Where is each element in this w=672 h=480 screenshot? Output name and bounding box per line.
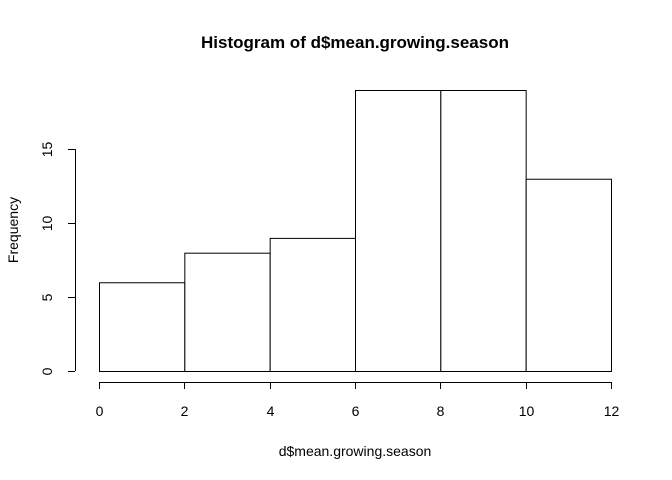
y-tick-label: 15: [39, 142, 55, 158]
histogram-bar-8-10: [440, 90, 527, 372]
x-axis: 0 2 4 6 8 10 12: [96, 382, 620, 419]
histogram-bar-10-12: [525, 178, 613, 372]
chart-title: Histogram of d$mean.growing.season: [201, 33, 509, 52]
y-axis: 0 5 10 15: [39, 142, 76, 375]
y-tick-label: 5: [39, 293, 55, 301]
x-tick-label: 8: [437, 403, 445, 419]
x-tick-label: 4: [267, 403, 275, 419]
y-tick-label: 10: [39, 216, 55, 232]
histogram-bar-2-4: [184, 252, 271, 372]
bars-group: [99, 90, 613, 372]
x-tick-label: 12: [604, 403, 620, 419]
histogram-bar-0-2: [99, 282, 186, 372]
y-tick-label: 0: [39, 367, 55, 375]
y-axis-label: Frequency: [5, 197, 21, 263]
x-tick-label: 10: [519, 403, 535, 419]
x-tick-label: 2: [181, 403, 189, 419]
x-tick-label: 6: [352, 403, 360, 419]
x-tick-label: 0: [96, 403, 104, 419]
histogram-bar-4-6: [269, 237, 356, 372]
histogram-bar-6-8: [355, 90, 442, 372]
x-axis-label: d$mean.growing.season: [279, 443, 432, 459]
